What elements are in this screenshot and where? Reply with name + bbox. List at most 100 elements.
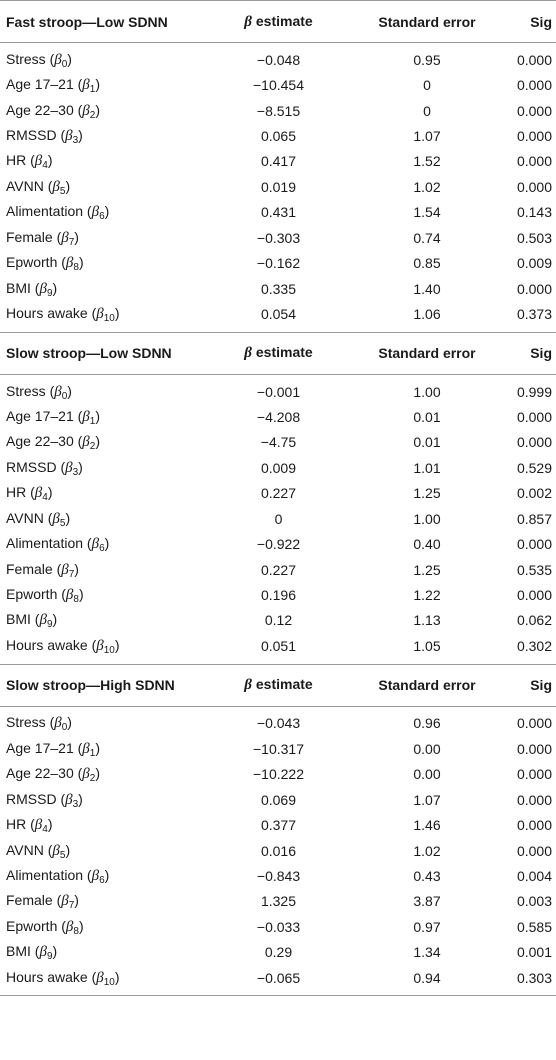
table-row: BMI (β9) 0.335 1.40 0.000 [0, 276, 556, 301]
row-label: BMI (β9) [6, 943, 58, 963]
beta-symbol: β [39, 280, 47, 297]
row-label: Age 17–21 (β1) [6, 76, 101, 96]
section-title: Slow stroop—High SDNN [6, 677, 175, 694]
table-row: HR (β4) 0.417 1.52 0.000 [0, 149, 556, 174]
sig-value: 0.585 [516, 918, 552, 935]
beta-index: 6 [99, 874, 105, 886]
row-label: RMSSD (β3) [6, 458, 83, 478]
sig-value: 0.000 [516, 128, 552, 145]
beta-index: 1 [89, 747, 96, 759]
sig-value: 0.000 [516, 791, 552, 808]
beta-symbol: β [96, 306, 104, 323]
beta-index: 7 [68, 236, 75, 248]
table-row: Epworth (β8) −0.033 0.97 0.585 [0, 914, 556, 939]
table-section: Slow stroop—High SDNN β estimate Standard … [0, 663, 556, 997]
table-row: AVNN (β5) 0.019 1.02 0.000 [0, 174, 556, 199]
row-label: Age 17–21 (β1) [6, 407, 101, 427]
standard-error-value: 0.97 [413, 918, 441, 935]
row-label: HR (β4) [6, 816, 53, 836]
section-header: Fast stroop—Low SDNN β estimate Standard e… [0, 1, 556, 43]
beta-index: 3 [72, 466, 79, 478]
column-header-sig: Sig [530, 677, 552, 694]
variable-name: HR [6, 816, 27, 833]
variable-name: Hours awake [6, 968, 88, 985]
beta-symbol: β [65, 587, 74, 604]
variable-name: Hours awake [6, 636, 88, 653]
beta-index: 6 [99, 543, 105, 555]
standard-error-value: 1.22 [413, 587, 441, 604]
section-title: Slow stroop—Low SDNN [6, 345, 172, 362]
beta-index: 8 [73, 594, 79, 606]
sig-value: 0.062 [516, 612, 552, 629]
column-header-estimate-label: estimate [255, 676, 313, 693]
sig-value: 0.009 [516, 255, 552, 272]
table-row: Epworth (β8) −0.162 0.85 0.009 [0, 251, 556, 276]
beta-index: 3 [72, 135, 79, 147]
variable-name: Age 22–30 [6, 765, 74, 782]
section-rows: Stress (β0) −0.048 0.95 0.000 Age 17–21 (β1)… [0, 43, 556, 332]
table-row: HR (β4) 0.227 1.25 0.002 [0, 481, 556, 506]
beta-symbol: β [91, 536, 100, 553]
row-label: Alimentation (β6) [6, 535, 110, 555]
table-row: AVNN (β5) 0 1.00 0.857 [0, 506, 556, 531]
variable-name: Epworth [6, 254, 58, 271]
row-label: Age 17–21 (β1) [6, 739, 101, 759]
table-row: Age 22–30 (β2) −4.75 0.01 0.000 [0, 430, 556, 455]
sig-value: 0.001 [516, 944, 552, 961]
variable-name: Hours awake [6, 305, 88, 322]
standard-error-value: 0.00 [413, 740, 441, 757]
table-row: Age 17–21 (β1) −10.317 0.00 0.000 [0, 736, 556, 761]
row-label: HR (β4) [6, 152, 53, 172]
column-header-se: Standard error [378, 13, 476, 30]
row-label: Age 22–30 (β2) [6, 433, 101, 453]
beta-index: 9 [46, 619, 53, 631]
standard-error-value: 0.01 [413, 408, 441, 425]
standard-error-value: 0.94 [413, 969, 441, 986]
standard-error-value: 1.00 [413, 383, 441, 400]
sig-value: 0.000 [516, 715, 552, 732]
row-label: Alimentation (β6) [6, 203, 110, 223]
standard-error-value: 0.01 [413, 434, 441, 451]
standard-error-value: 3.87 [413, 893, 441, 910]
table-row: Female (β7) 0.227 1.25 0.535 [0, 557, 556, 582]
sig-value: 0.003 [516, 893, 552, 910]
row-label: Hours awake (β10) [6, 968, 120, 988]
column-header-estimate-label: estimate [255, 344, 313, 361]
variable-name: Age 17–21 [6, 76, 74, 93]
variable-name: AVNN [6, 177, 44, 194]
sig-value: 0.000 [516, 153, 552, 170]
row-label: Stress (β0) [6, 50, 72, 70]
section-rows: Stress (β0) −0.043 0.96 0.000 Age 17–21 (β1)… [0, 707, 556, 996]
beta-symbol: β [65, 459, 73, 476]
variable-name: BMI [6, 279, 31, 296]
beta-index: 5 [59, 185, 66, 197]
estimate-value: −0.001 [256, 383, 301, 400]
variable-name: Stress [6, 382, 46, 399]
variable-name: Alimentation [6, 866, 84, 883]
estimate-value: 0.019 [260, 178, 297, 195]
standard-error-value: 1.54 [413, 204, 441, 221]
beta-index: 2 [89, 773, 96, 785]
sig-value: 0.000 [516, 408, 552, 425]
variable-name: RMSSD [6, 127, 57, 144]
sig-value: 0.857 [516, 510, 552, 527]
sig-value: 0.000 [516, 842, 552, 859]
table-row: Hours awake (β10) 0.054 1.06 0.373 [0, 301, 556, 326]
estimate-value: −4.75 [260, 434, 297, 451]
estimate-value: −0.162 [256, 255, 301, 272]
variable-name: Alimentation [6, 203, 84, 220]
variable-name: Age 22–30 [6, 433, 74, 450]
standard-error-value: 1.34 [413, 944, 441, 961]
beta-index: 2 [89, 109, 96, 121]
standard-error-value: 1.25 [413, 561, 441, 578]
section-header: Slow stroop—High SDNN β estimate Standard … [0, 665, 556, 707]
beta-symbol: β [244, 13, 252, 30]
beta-symbol: β [54, 715, 62, 732]
sig-value: 0.000 [516, 766, 552, 783]
sig-value: 0.000 [516, 280, 552, 297]
estimate-value: 0.12 [264, 612, 293, 629]
sig-value: 0.000 [516, 51, 552, 68]
sig-value: 0.000 [516, 434, 552, 451]
beta-symbol: β [82, 740, 90, 757]
standard-error-value: 1.25 [413, 485, 441, 502]
